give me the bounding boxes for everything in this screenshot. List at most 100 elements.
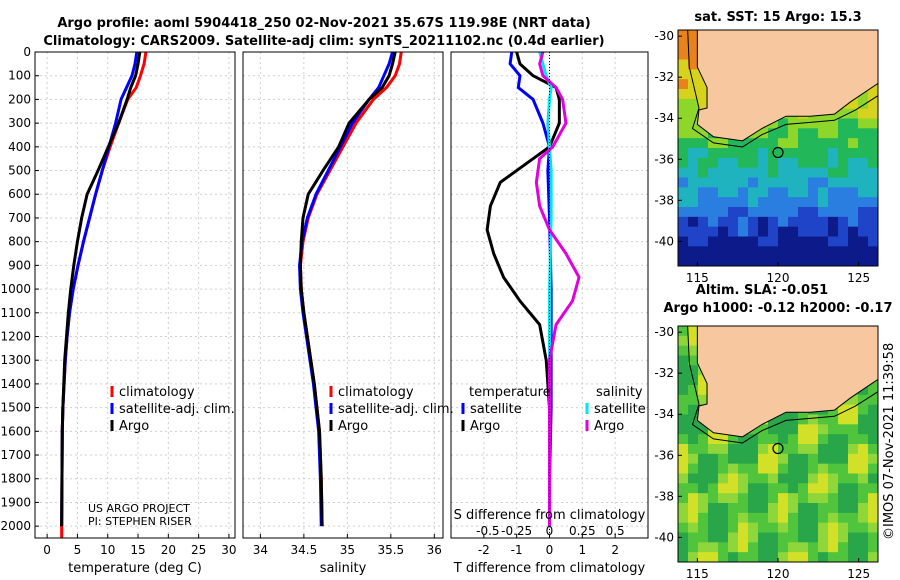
map-cell	[838, 207, 849, 218]
map-cell	[688, 246, 699, 257]
map-cell	[778, 216, 789, 228]
map-cell	[798, 542, 809, 553]
map-cell	[798, 552, 809, 563]
map-cell	[768, 434, 779, 445]
map-y-tick-label: -38	[654, 193, 674, 207]
map-cell	[778, 542, 789, 553]
map-cell	[778, 473, 789, 484]
map-cell	[808, 118, 819, 129]
map-cell	[828, 424, 839, 435]
map-cell	[718, 463, 729, 474]
map-cell	[808, 157, 819, 169]
map-cell	[698, 385, 709, 396]
map-cell	[808, 542, 819, 553]
map-cell	[718, 542, 729, 553]
y-tick-label: 1800	[0, 472, 31, 486]
map-cell	[718, 187, 729, 198]
map-y-tick-label: -34	[654, 407, 674, 421]
map-cell	[738, 493, 749, 504]
map-cell	[758, 167, 769, 178]
y-tick-label: 1300	[0, 353, 31, 367]
map-cell	[768, 246, 779, 257]
land-polygon	[696, 29, 879, 142]
map-cell	[828, 552, 839, 563]
map-cell	[738, 157, 749, 169]
map-cell	[788, 493, 799, 504]
argo-position-marker	[772, 146, 784, 159]
map-cell	[678, 197, 689, 208]
map-cell	[798, 216, 809, 228]
map-cell	[738, 226, 749, 237]
map-cell	[678, 512, 689, 524]
map-cell	[818, 207, 829, 218]
map-cell	[858, 226, 869, 237]
map-cell	[738, 522, 749, 533]
map-cell	[718, 256, 729, 267]
map-cell	[788, 226, 799, 237]
y-tick-label: 1100	[0, 306, 31, 320]
y-tick-label: 100	[8, 69, 31, 83]
map-cell	[858, 493, 869, 504]
map-cell	[698, 187, 709, 198]
map-cell	[828, 226, 839, 237]
y-tick-label: 900	[8, 258, 31, 272]
map-y-tick-label: -40	[654, 530, 674, 544]
map-cell	[798, 236, 809, 247]
map-cell	[728, 187, 739, 198]
map-cell	[748, 503, 759, 514]
series-line-argo	[60, 51, 142, 527]
map-cell	[838, 532, 849, 543]
map-cell	[728, 552, 739, 563]
map-cell	[818, 118, 829, 129]
map-x-tick-label: 115	[686, 567, 709, 580]
map-cell	[678, 98, 689, 110]
map-cell	[708, 444, 719, 455]
map-cell	[858, 177, 869, 188]
map-cell	[688, 167, 699, 178]
map-cell	[758, 463, 769, 474]
difference-legend: temperature satellite Argo salinity sate…	[461, 385, 646, 434]
map-cell	[768, 216, 779, 228]
map-cell	[678, 532, 689, 543]
map-cell	[758, 552, 769, 563]
map-cell	[778, 246, 789, 257]
diff-legend-temp-head: temperature	[469, 385, 551, 400]
map-cell	[808, 434, 819, 445]
map-cell	[698, 434, 709, 445]
map-cell	[868, 503, 879, 514]
map-cell	[868, 187, 879, 198]
map-cell	[778, 453, 789, 465]
map-cell	[738, 256, 749, 267]
figure-title-line2: Climatology: CARS2009. Satellite-adj cli…	[43, 34, 604, 49]
map-cell	[758, 542, 769, 553]
map-cell	[678, 394, 689, 406]
map-cell	[738, 453, 749, 465]
sst-map: 115 120 125 -30 -32 -34 -36 -38 -40	[654, 29, 879, 285]
figure-title-line1: Argo profile: aoml 5904418_250 02-Nov-20…	[57, 16, 590, 31]
diff-legend-sal-head: salinity	[596, 385, 643, 400]
x-tick-label: 35	[340, 543, 355, 557]
map-cell	[708, 246, 719, 257]
map-cell	[848, 128, 859, 139]
map-cell	[718, 148, 729, 159]
map-cell	[788, 424, 799, 435]
map-cell	[798, 503, 809, 514]
map-cell	[848, 493, 859, 504]
map-cell	[708, 236, 719, 247]
map-cell	[808, 236, 819, 247]
y-tick-label: 1400	[0, 377, 31, 391]
map-cell	[798, 246, 809, 257]
map-cell	[748, 444, 759, 455]
map-cell	[868, 463, 879, 474]
plot-frame	[34, 51, 236, 539]
map-cell	[858, 385, 869, 396]
map-cell	[798, 444, 809, 455]
map-y-tick-label: -34	[654, 111, 674, 125]
map-cell	[718, 138, 729, 149]
map-cell	[748, 542, 759, 553]
map-cell	[808, 246, 819, 257]
map-cell	[848, 473, 859, 484]
map-cell	[688, 493, 699, 504]
map-cell	[678, 69, 689, 80]
